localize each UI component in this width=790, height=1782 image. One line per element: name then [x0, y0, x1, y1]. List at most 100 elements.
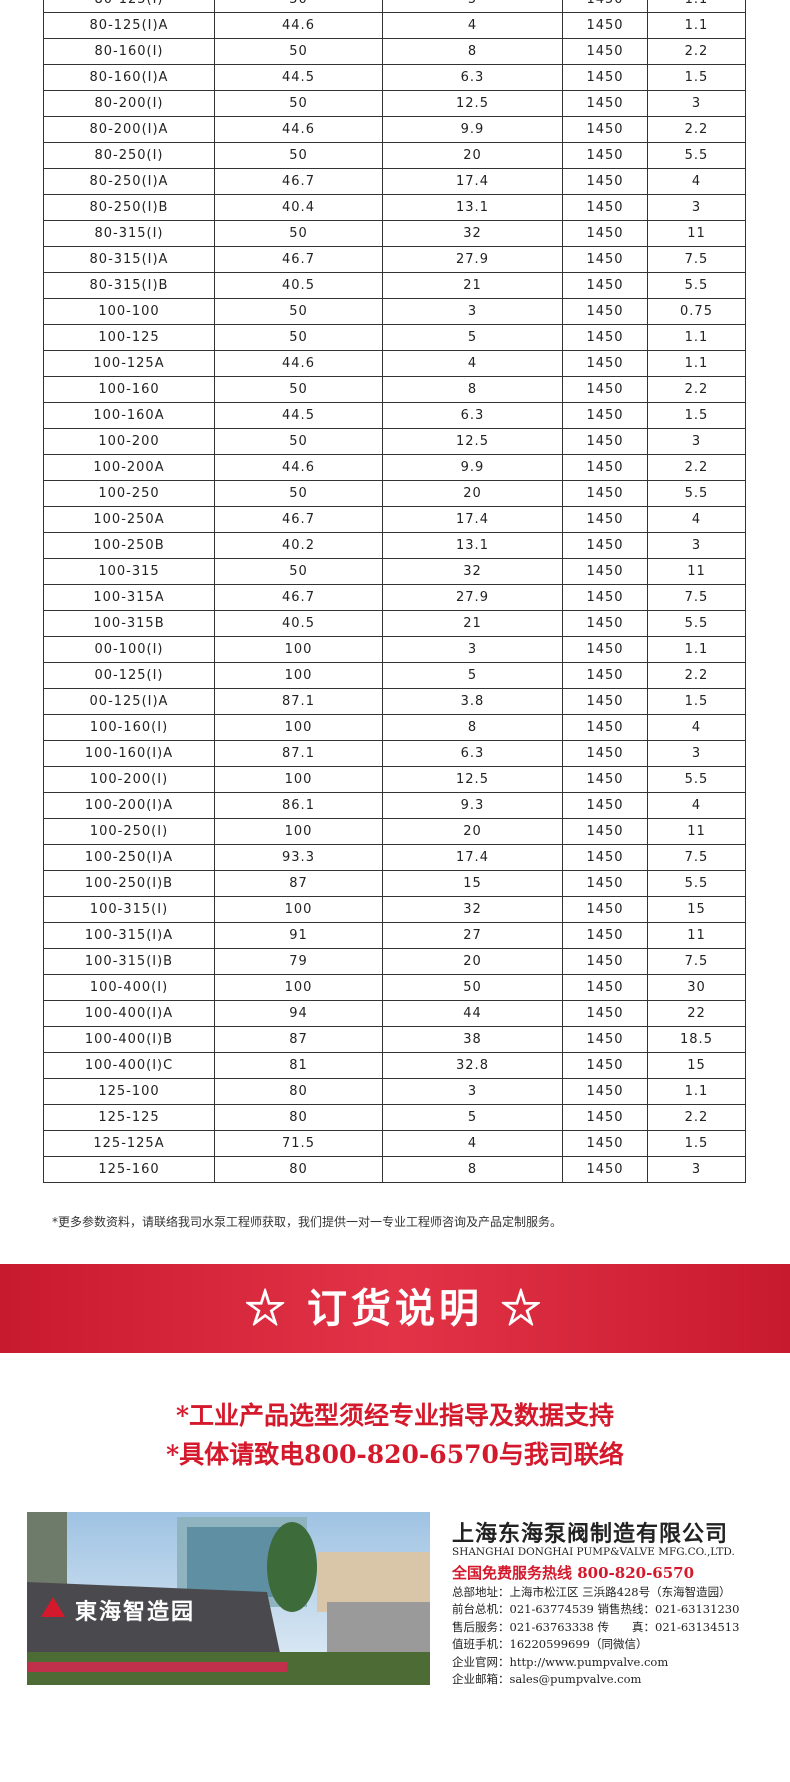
table-cell: 100-160A	[43, 402, 215, 429]
table-cell: 3	[647, 532, 746, 559]
table-cell: 1450	[562, 584, 648, 611]
table-cell: 21	[382, 610, 563, 637]
table-cell: 93.3	[214, 844, 383, 871]
table-row: 00-100(I) 100 3 1450 1.1	[43, 636, 746, 663]
table-cell: 80-200(I)A	[43, 116, 215, 143]
table-row: 00-125(I) 100 5 1450 2.2	[43, 662, 746, 689]
table-cell: 1450	[562, 714, 648, 741]
table-cell: 100-250(I)	[43, 818, 215, 845]
table-cell: 32.8	[382, 1052, 563, 1079]
company-english: SHANGHAI DONGHAI PUMP&VALVE MFG.CO.,LTD.	[452, 1546, 735, 1558]
table-cell: 1.1	[647, 0, 746, 13]
table-cell: 1450	[562, 454, 648, 481]
table-cell: 100-200A	[43, 454, 215, 481]
table-cell: 1450	[562, 1000, 648, 1027]
table-cell: 13.1	[382, 194, 563, 221]
table-cell: 44.5	[214, 402, 383, 429]
table-row: 100-250A 46.7 17.4 1450 4	[43, 506, 746, 533]
table-row: 100-200A 44.6 9.9 1450 2.2	[43, 454, 746, 481]
table-cell: 1.1	[647, 324, 746, 351]
table-cell: 100-315A	[43, 584, 215, 611]
table-cell: 1450	[562, 870, 648, 897]
table-cell: 50	[382, 974, 563, 1001]
table-cell: 1.1	[647, 1078, 746, 1105]
table-cell: 1450	[562, 844, 648, 871]
table-cell: 27.9	[382, 584, 563, 611]
table-cell: 40.2	[214, 532, 383, 559]
table-cell: 4	[647, 168, 746, 195]
table-cell: 3	[647, 1156, 746, 1183]
table-cell: 1450	[562, 90, 648, 117]
table-cell: 80-200(I)	[43, 90, 215, 117]
table-cell: 17.4	[382, 168, 563, 195]
table-row: 100-160(I)A 87.1 6.3 1450 3	[43, 740, 746, 767]
table-row: 100-400(I) 100 50 1450 30	[43, 974, 746, 1001]
table-cell: 1450	[562, 428, 648, 455]
table-cell: 1450	[562, 298, 648, 325]
table-cell: 46.7	[214, 506, 383, 533]
table-row: 125-125A 71.5 4 1450 1.5	[43, 1130, 746, 1157]
table-cell: 1450	[562, 740, 648, 767]
company-info: 售后服务：021-63763338 传 真：021-63134513	[452, 1619, 740, 1634]
table-cell: 1450	[562, 350, 648, 377]
table-cell: 3	[647, 740, 746, 767]
table-cell: 87	[214, 1026, 383, 1053]
table-row: 100-250(I) 100 20 1450 11	[43, 818, 746, 845]
table-cell: 50	[214, 142, 383, 169]
table-row: 80-160(I) 50 8 1450 2.2	[43, 38, 746, 65]
table-cell: 3	[647, 90, 746, 117]
table-row: 80-250(I)A 46.7 17.4 1450 4	[43, 168, 746, 195]
table-cell: 8	[382, 714, 563, 741]
table-cell: 80-250(I)B	[43, 194, 215, 221]
table-cell: 100-400(I)C	[43, 1052, 215, 1079]
table-cell: 71.5	[214, 1130, 383, 1157]
table-cell: 5.5	[647, 142, 746, 169]
table-cell: 50	[214, 324, 383, 351]
photo-drawing	[27, 1512, 430, 1685]
table-cell: 12.5	[382, 428, 563, 455]
table-row: 125-125 80 5 1450 2.2	[43, 1104, 746, 1131]
order-note: *工业产品选型须经专业指导及数据支持	[175, 1401, 615, 1430]
table-cell: 2.2	[647, 662, 746, 689]
table-cell: 100-400(I)B	[43, 1026, 215, 1053]
table-cell: 100-315(I)B	[43, 948, 215, 975]
table-cell: 100-315(I)	[43, 896, 215, 923]
company-info: 前台总机：021-63774539 销售热线：021-63131230	[452, 1602, 740, 1617]
table-cell: 100-250	[43, 480, 215, 507]
table-cell: 87.1	[214, 740, 383, 767]
table-cell: 1450	[562, 220, 648, 247]
table-cell: 100	[214, 896, 383, 923]
table-cell: 40.5	[214, 272, 383, 299]
table-cell: 38	[382, 1026, 563, 1053]
table-cell: 2.2	[647, 454, 746, 481]
table-cell: 44.5	[214, 64, 383, 91]
table-cell: 7.5	[647, 246, 746, 273]
table-cell: 6.3	[382, 402, 563, 429]
table-cell: 50	[214, 558, 383, 585]
table-cell: 8	[382, 1156, 563, 1183]
table-cell: 7.5	[647, 584, 746, 611]
table-row: 80-200(I)A 44.6 9.9 1450 2.2	[43, 116, 746, 143]
table-cell: 80	[214, 1156, 383, 1183]
company-info: 总部地址：上海市松江区 三浜路428号（东海智造园）	[452, 1585, 731, 1599]
table-cell: 1.5	[647, 1130, 746, 1157]
table-cell: 1450	[562, 1052, 648, 1079]
table-cell: 3	[647, 428, 746, 455]
table-cell: 1450	[562, 506, 648, 533]
table-cell: 1450	[562, 948, 648, 975]
table-cell: 100	[214, 636, 383, 663]
table-cell: 81	[214, 1052, 383, 1079]
table-cell: 46.7	[214, 246, 383, 273]
table-cell: 40.5	[214, 610, 383, 637]
table-row: 100-400(I)B 87 38 1450 18.5	[43, 1026, 746, 1053]
table-cell: 87.1	[214, 688, 383, 715]
table-cell: 8	[382, 38, 563, 65]
table-cell: 3	[647, 194, 746, 221]
table-cell: 00-125(I)A	[43, 688, 215, 715]
table-cell: 5	[382, 1104, 563, 1131]
table-cell: 1450	[562, 1104, 648, 1131]
table-row: 100-200(I) 100 12.5 1450 5.5	[43, 766, 746, 793]
banner: ☆ 订货说明 ☆	[0, 1264, 790, 1353]
